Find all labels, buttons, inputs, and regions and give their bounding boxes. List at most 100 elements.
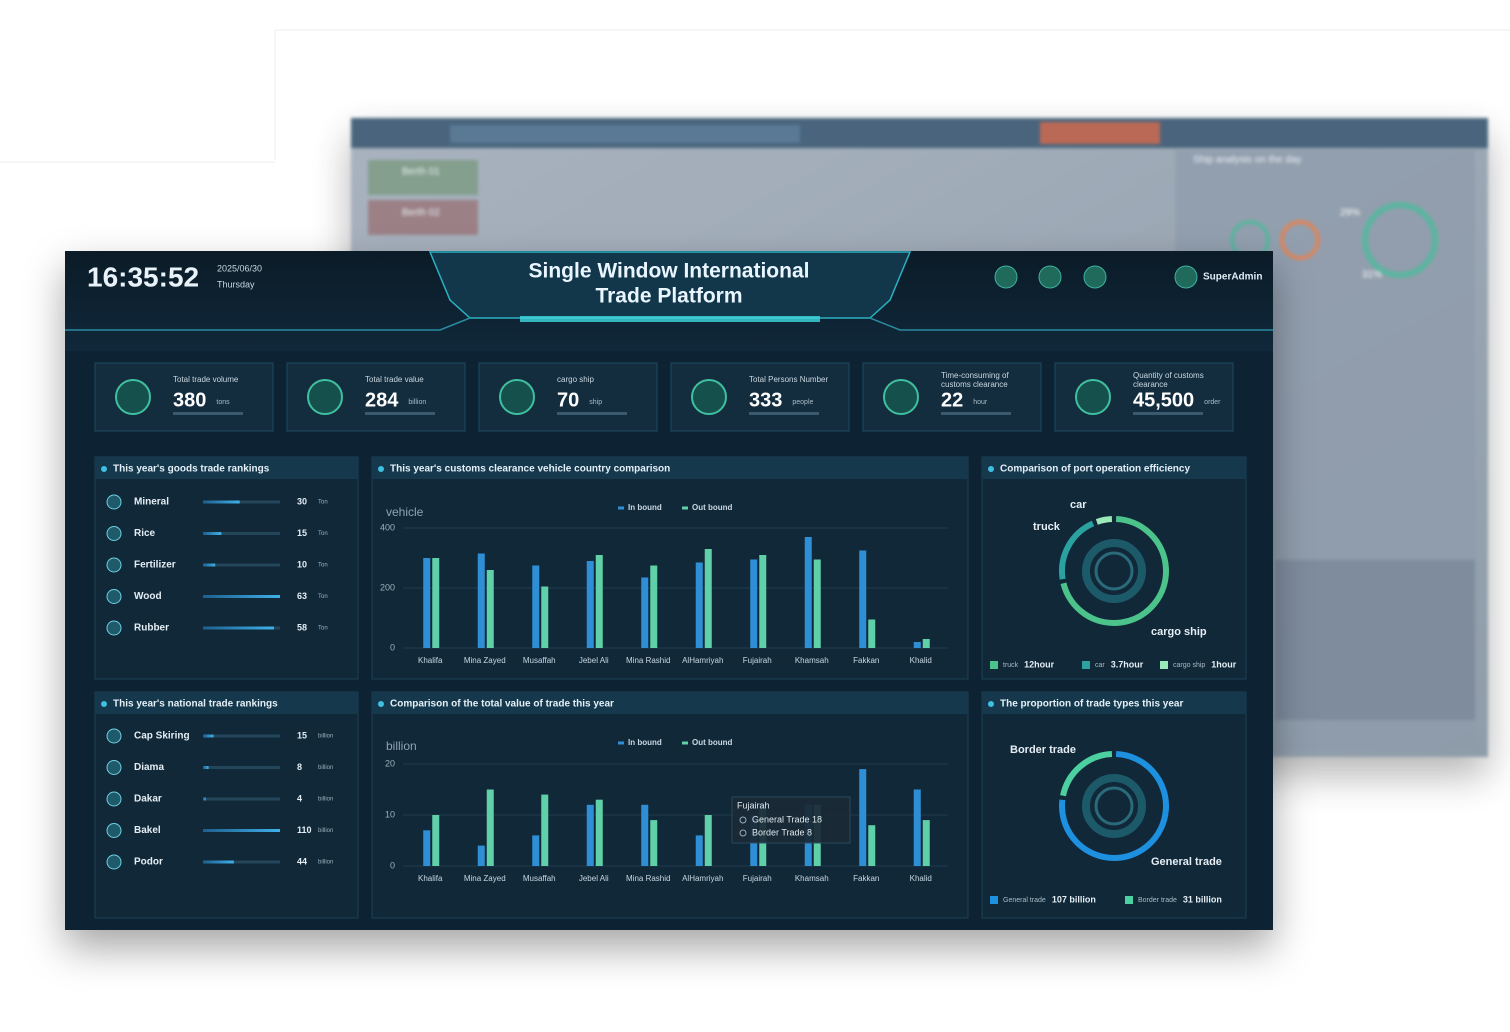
rank-bar (203, 563, 216, 567)
rank-name: Mineral (134, 497, 169, 508)
rank-icon (106, 589, 122, 604)
y-tick-label: 0 (390, 642, 395, 652)
x-tick-label: Mina Zayed (464, 656, 506, 665)
panel-title: This year's national trade rankings (113, 699, 278, 710)
x-tick-label: Fakkan (853, 656, 879, 665)
bar (695, 835, 703, 866)
rank-unit: Ton (318, 500, 328, 506)
kpi-icon (499, 379, 535, 415)
rank-value: 44 (297, 856, 307, 866)
rank-bar (203, 532, 222, 535)
donut-callout: truck (1033, 521, 1061, 533)
panel (371, 691, 969, 919)
kpi-label: Total trade volume (173, 375, 239, 384)
kpi-label: Total trade value (365, 375, 424, 384)
legend-swatch (1082, 661, 1090, 669)
panel-dot (988, 701, 994, 707)
rank-unit: Ton (318, 563, 328, 569)
rank-icon (106, 494, 122, 510)
rank-name: Rubber (134, 623, 169, 634)
bar (486, 789, 494, 866)
panel-title: The proportion of trade types this year (1000, 699, 1183, 710)
legend-label: truck (1003, 662, 1019, 669)
x-tick-label: Khamsah (795, 656, 829, 665)
title: Single Window International (529, 260, 810, 283)
panel-title-bar (982, 692, 1246, 714)
kpi-sub (173, 412, 243, 415)
panel-title-bar (372, 457, 968, 479)
rank-track (203, 532, 280, 535)
rank-icon (106, 526, 122, 541)
panel-dot (101, 701, 107, 707)
rank-name: Diama (134, 762, 164, 773)
kpi-value: 45,500 (1133, 389, 1194, 411)
legend-swatch (990, 896, 998, 904)
donut-callout: General trade (1151, 856, 1222, 868)
kpi-icon (1075, 379, 1111, 415)
bar (532, 565, 540, 648)
bar (759, 555, 767, 648)
rank-value: 63 (297, 591, 307, 601)
bar (595, 799, 603, 866)
panel-title-bar (982, 457, 1246, 479)
y-tick-label: 400 (380, 522, 395, 532)
x-tick-label: Khalid (910, 874, 932, 883)
berth-label: Berth 02 (402, 208, 440, 219)
rank-value: 15 (297, 730, 307, 740)
x-tick-label: Fujairah (743, 656, 772, 665)
bar (704, 815, 712, 866)
rank-track (203, 734, 280, 738)
rank-unit: Ton (318, 531, 328, 537)
bar (859, 550, 867, 648)
donut-callout: cargo ship (1151, 626, 1207, 638)
rank-bar (203, 766, 209, 769)
x-tick-label: Jebel Ali (579, 656, 609, 665)
kpi-value: 380 (173, 389, 206, 411)
kpi-value: 22 (941, 389, 963, 411)
kpi-unit: people (792, 399, 813, 406)
panel-title: Ship analysis on the day (1193, 155, 1301, 166)
x-tick-label: Khalid (910, 656, 932, 665)
rank-value: 30 (297, 496, 307, 506)
bar (704, 549, 712, 648)
bar (859, 769, 867, 866)
bar (922, 820, 930, 866)
x-tick-label: Musaffah (523, 874, 556, 883)
y-tick-label: 200 (380, 582, 395, 592)
rank-icon (106, 728, 122, 744)
percent: 31% (1362, 270, 1382, 281)
rank-name: Cap Skiring (134, 731, 190, 742)
donut-segment (1060, 751, 1113, 797)
kpi-sub (1133, 412, 1203, 415)
kpi-value: 333 (749, 389, 782, 411)
bar (541, 586, 549, 648)
rank-bar (203, 829, 280, 832)
rank-track (203, 797, 280, 801)
y-axis-label: vehicle (386, 505, 424, 519)
rank-name: Rice (134, 528, 156, 539)
panel-title: Comparison of port operation efficiency (1000, 464, 1190, 475)
panel-title: This year's goods trade rankings (113, 464, 270, 475)
x-tick-label: Mina Rashid (626, 656, 670, 665)
rank-icon (106, 854, 122, 870)
rank-value: 10 (297, 559, 307, 569)
bar (868, 619, 876, 648)
rank-name: Bakel (134, 825, 161, 836)
weekday: Thursday (217, 279, 255, 289)
kpi-label: Quantity of customs clearance (1133, 371, 1204, 389)
rank-bar (203, 595, 280, 598)
panel (981, 456, 1247, 680)
rank-unit: billion (318, 828, 333, 834)
donut-inner (1082, 774, 1146, 838)
bar (477, 845, 485, 866)
donut-segment (1059, 751, 1169, 861)
rank-value: 110 (297, 825, 312, 835)
legend-swatch (618, 506, 624, 510)
panel (94, 691, 359, 919)
bar (913, 789, 921, 866)
legend-swatch (682, 741, 688, 745)
bar (804, 537, 812, 648)
bar (423, 558, 431, 648)
tooltip-line: General Trade 18 (752, 814, 822, 824)
rank-name: Fertilizer (134, 560, 176, 571)
